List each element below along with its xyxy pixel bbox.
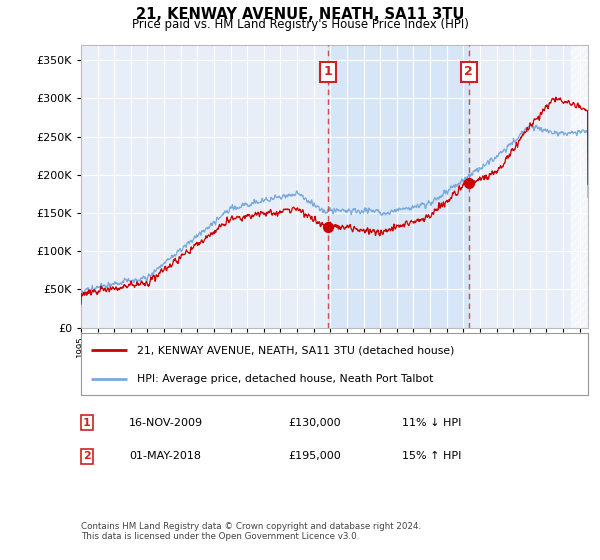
Bar — [328, 45, 469, 328]
Text: HPI: Average price, detached house, Neath Port Talbot: HPI: Average price, detached house, Neat… — [137, 375, 433, 384]
Text: 15% ↑ HPI: 15% ↑ HPI — [402, 451, 461, 461]
Text: 1: 1 — [324, 65, 332, 78]
Bar — [571, 45, 596, 328]
Text: 2: 2 — [464, 65, 473, 78]
Text: 21, KENWAY AVENUE, NEATH, SA11 3TU: 21, KENWAY AVENUE, NEATH, SA11 3TU — [136, 7, 464, 22]
Text: 2: 2 — [83, 451, 91, 461]
Text: £130,000: £130,000 — [288, 418, 341, 428]
Text: 01-MAY-2018: 01-MAY-2018 — [129, 451, 201, 461]
Text: 1: 1 — [83, 418, 91, 428]
Text: 21, KENWAY AVENUE, NEATH, SA11 3TU (detached house): 21, KENWAY AVENUE, NEATH, SA11 3TU (deta… — [137, 346, 454, 356]
Text: 11% ↓ HPI: 11% ↓ HPI — [402, 418, 461, 428]
Text: Price paid vs. HM Land Registry's House Price Index (HPI): Price paid vs. HM Land Registry's House … — [131, 18, 469, 31]
Text: 16-NOV-2009: 16-NOV-2009 — [129, 418, 203, 428]
Text: £195,000: £195,000 — [288, 451, 341, 461]
Text: Contains HM Land Registry data © Crown copyright and database right 2024.
This d: Contains HM Land Registry data © Crown c… — [81, 522, 421, 542]
